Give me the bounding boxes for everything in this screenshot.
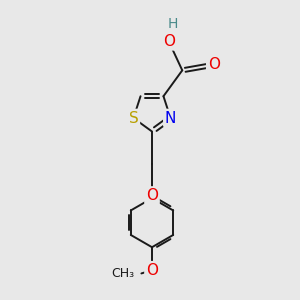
Text: S: S [129,110,138,125]
Text: N: N [165,110,176,125]
Text: O: O [146,188,158,203]
Text: O: O [146,263,158,278]
Text: H: H [168,17,178,31]
Text: O: O [163,34,175,49]
Text: O: O [208,57,220,72]
Text: CH₃: CH₃ [111,267,134,280]
